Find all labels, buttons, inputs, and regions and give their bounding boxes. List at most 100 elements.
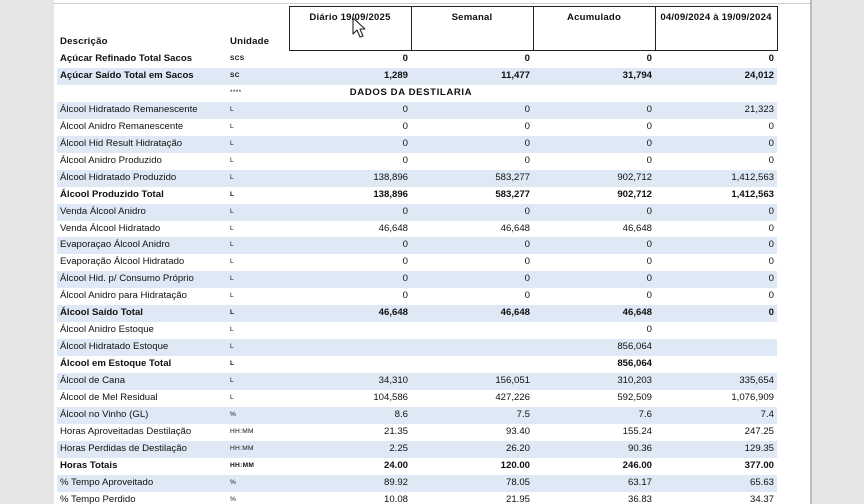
row-label: Álcool no Vinho (GL)	[57, 407, 227, 424]
value-periodo: 0	[655, 135, 777, 153]
value-semanal	[411, 356, 533, 373]
row-label: Horas Aproveitadas Destilação	[60, 425, 192, 437]
value-diario: 2.25	[289, 440, 411, 458]
table-row: Venda Álcool Anidro L 0 0 0 0	[57, 203, 777, 221]
value-semanal: 46,648	[500, 222, 530, 234]
row-unit: L	[230, 360, 235, 368]
row-unit: L	[230, 258, 234, 266]
table-row: Evaporação Álcool Hidratado L 0 0 0 0	[57, 254, 777, 271]
row-label: Álcool Hidratado Remanescente	[57, 101, 227, 119]
row-unit: L	[230, 122, 234, 130]
value-diario: 104,586	[373, 392, 408, 404]
table-row: Álcool Saído Total L 46,648 46,648 46,648 0	[57, 305, 777, 323]
value-periodo: 377.00	[744, 459, 774, 471]
table-row: Álcool Hidratado Remanescente L 0 0 0 21,323	[57, 101, 777, 119]
table-row: Álcool Anidro para Hidratação L 0 0 0 0	[57, 288, 777, 305]
value-acumulado: 0	[646, 256, 652, 268]
value-periodo: 34.37	[749, 493, 774, 504]
table-row: **** DADOS DA DESTILARIA	[57, 85, 777, 102]
header-semanal: Semanal	[410, 6, 534, 51]
table-row: Álcool Hidratado Estoque L 856,064	[57, 339, 777, 357]
value-diario: 0	[289, 203, 411, 221]
value-acumulado: 46,648	[622, 222, 652, 234]
value-periodo: 21,323	[655, 101, 777, 119]
value-periodo: 7.4	[655, 407, 777, 424]
value-acumulado: 36.83	[627, 493, 652, 504]
table-row: Álcool Hid Result Hidratação L 0 0 0 0	[57, 135, 777, 153]
row-label: Horas Totais	[60, 459, 118, 471]
value-diario: 0	[289, 237, 411, 255]
value-diario: 34,310	[289, 373, 411, 391]
value-acumulado: 0	[646, 290, 652, 302]
row-label: Venda Álcool Hidratado	[60, 222, 161, 234]
row-label: Álcool Anidro Estoque	[60, 324, 154, 336]
report-page: Descrição Unidade Diário 19/09/2025 Sema…	[54, 0, 810, 504]
empty-cell	[533, 85, 655, 102]
table-row: Venda Álcool Hidratado L 46,648 46,648 46,64…	[57, 221, 777, 238]
value-periodo: 0	[655, 237, 777, 255]
header-diario: Diário 19/09/2025	[288, 6, 412, 51]
row-label: Álcool Saído Total	[57, 305, 227, 323]
value-semanal: 427,226	[495, 392, 530, 404]
value-semanal: 7.5	[411, 407, 533, 424]
table-row: % Tempo Aproveitado% 89.92 78.05 63.17 65.63	[57, 474, 777, 492]
row-label: Álcool de Cana	[57, 373, 227, 391]
row-label: Horas Perdidas de Destilação	[57, 440, 227, 458]
row-label: Álcool Hid Result Hidratação	[57, 135, 227, 153]
row-unit: L	[227, 339, 289, 357]
value-diario: 46,648	[378, 222, 408, 234]
row-unit: %	[230, 495, 237, 503]
section-title: DADOS DA DESTILARIA	[349, 86, 473, 98]
value-semanal: 583,277	[411, 169, 533, 187]
value-periodo: 0	[768, 222, 774, 234]
value-periodo: 1,412,563	[731, 188, 774, 200]
value-diario	[289, 356, 411, 373]
value-periodo: 0	[655, 305, 777, 323]
value-periodo: 0	[768, 154, 774, 166]
table-row: Álcool Produzido Total L 138,896 583,277 902…	[57, 187, 777, 204]
value-diario: 0	[402, 154, 408, 166]
value-semanal: 93.40	[505, 425, 530, 437]
table-row: Álcool Anidro Produzido L 0 0 0 0	[57, 153, 777, 170]
value-periodo: 0	[655, 203, 777, 221]
value-diario: 0	[402, 290, 408, 302]
value-diario: 0	[402, 120, 408, 132]
value-periodo: 0	[655, 271, 777, 289]
value-acumulado: 31,794	[533, 67, 655, 85]
value-acumulado: 246.00	[622, 459, 652, 471]
value-acumulado: 0	[646, 53, 652, 64]
row-label: Álcool Hidratado Estoque	[57, 339, 227, 357]
row-unit: %	[227, 474, 289, 492]
value-periodo	[655, 322, 777, 339]
value-acumulado: 856,064	[533, 339, 655, 357]
value-diario: 0	[289, 271, 411, 289]
row-label: Açúcar Saído Total em Sacos	[57, 67, 227, 85]
table-row: Horas Perdidas de Destilação HH:MM 2.25 26.…	[57, 440, 777, 458]
row-label: Açúcar Refinado Total Sacos	[60, 52, 193, 64]
value-periodo: 0	[768, 53, 774, 64]
value-periodo	[655, 356, 777, 373]
value-diario: 46,648	[289, 305, 411, 323]
value-acumulado: 0	[533, 101, 655, 119]
row-label: Álcool Anidro Remanescente	[60, 120, 184, 132]
row-unit: L	[227, 101, 289, 119]
value-acumulado: 856,064	[617, 358, 652, 370]
table-row: Horas Aproveitadas Destilação HH:MM 21.35 9…	[57, 424, 777, 441]
value-diario: 0	[402, 256, 408, 268]
value-periodo: 0	[768, 290, 774, 302]
value-diario: 10.08	[383, 493, 408, 504]
value-semanal: 46,648	[411, 305, 533, 323]
value-semanal: 78.05	[411, 474, 533, 492]
table-row: Açúcar Saído Total em Sacos SC 1,289 11,477…	[57, 67, 777, 85]
value-semanal	[411, 322, 533, 339]
value-diario: 138,896	[289, 169, 411, 187]
table-row: Álcool Anidro Remanescente L 0 0 0 0	[57, 119, 777, 136]
table-row: Álcool Anidro Estoque L 0	[57, 322, 777, 339]
header-periodo: 04/09/2024 à 19/09/2024	[654, 6, 778, 51]
value-periodo: 247.25	[744, 425, 774, 437]
value-periodo: 0	[768, 256, 774, 268]
empty-cell	[655, 85, 777, 102]
value-acumulado: 0	[533, 237, 655, 255]
value-semanal: 0	[524, 53, 530, 64]
row-label: Venda Álcool Anidro	[57, 203, 227, 221]
